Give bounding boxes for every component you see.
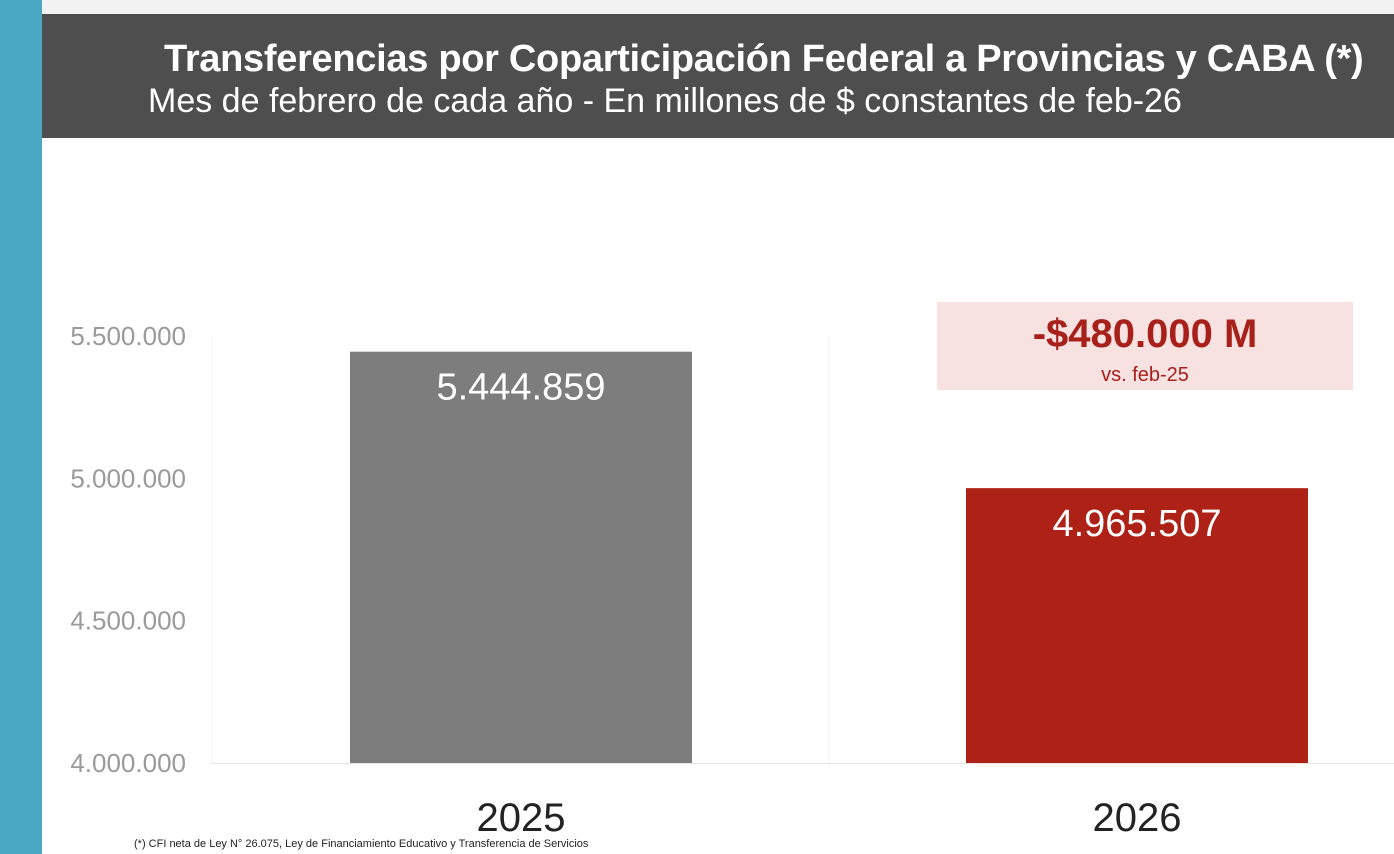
difference-note: vs. feb-25 xyxy=(1101,364,1189,386)
accent-strip xyxy=(0,0,42,854)
top-band xyxy=(42,0,1394,14)
footnote: (*) CFI neta de Ley N° 26.075, Ley de Fi… xyxy=(134,838,589,850)
bar-value-label: 5.444.859 xyxy=(436,367,605,409)
x-tick-label: 2026 xyxy=(1093,796,1182,838)
bar-2025 xyxy=(350,351,692,763)
bar-2026 xyxy=(966,488,1308,763)
chart-subtitle: Mes de febrero de cada año - En millones… xyxy=(148,82,1182,120)
y-tick-label: 4.500.000 xyxy=(70,606,186,636)
difference-annotation: -$480.000 M vs. feb-25 xyxy=(937,302,1353,390)
y-tick-label: 5.000.000 xyxy=(70,463,186,493)
bar-value-label: 4.965.507 xyxy=(1052,503,1221,545)
bar-chart: 4.000.000 4.500.000 5.000.000 5.500.000 5.44… xyxy=(70,321,1394,838)
difference-value: -$480.000 M xyxy=(1032,312,1258,356)
chart-header: Transferencias por Coparticipación Feder… xyxy=(42,14,1394,138)
chart-title: Transferencias por Coparticipación Feder… xyxy=(164,38,1364,80)
y-tick-label: 4.000.000 xyxy=(70,748,186,778)
y-tick-label: 5.500.000 xyxy=(70,321,186,351)
x-tick-label: 2025 xyxy=(477,796,566,838)
